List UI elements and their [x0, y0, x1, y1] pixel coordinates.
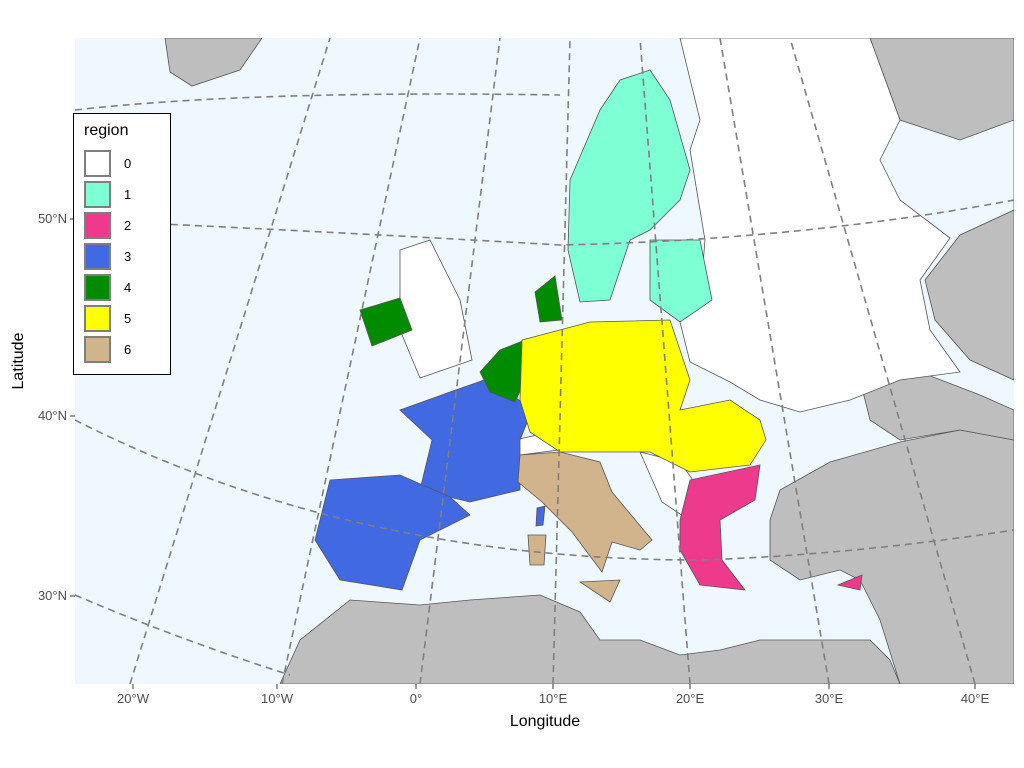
central-europe [519, 319, 767, 473]
legend-swatch [84, 274, 111, 301]
legend-label: 3 [124, 249, 132, 264]
x-tick-label: 10°E [539, 691, 568, 706]
legend-swatch [84, 181, 111, 208]
scandinavia [567, 69, 691, 303]
legend-item: 5 [84, 305, 164, 336]
y-tick-label: 50°N [38, 211, 67, 226]
legend-title: region [84, 122, 129, 139]
legend-label: 4 [124, 280, 132, 295]
graticule-line [75, 419, 1014, 561]
legend-label: 1 [124, 187, 132, 202]
ireland [359, 297, 413, 347]
italy [517, 451, 653, 573]
legend-label: 6 [124, 342, 132, 357]
x-tick-label: 20°E [676, 691, 705, 706]
legend-swatch [84, 212, 111, 239]
y-axis-title: Latitude [10, 332, 27, 389]
legend-swatch [84, 243, 111, 270]
x-tick-label: 40°E [961, 691, 990, 706]
legend-item: 2 [84, 212, 164, 243]
legend-item: 6 [84, 336, 164, 367]
legend-label: 0 [124, 156, 132, 171]
turkey-middle-east [769, 429, 1014, 684]
legend-swatch [84, 305, 111, 332]
x-tick-label: 30°E [815, 691, 844, 706]
legend-swatch [84, 150, 111, 177]
legend-item: 1 [84, 181, 164, 212]
legend-item: 3 [84, 243, 164, 274]
graticule-line [75, 594, 291, 676]
legend: region 0 1 2 3 4 5 6 [73, 113, 171, 375]
cyprus [836, 574, 863, 591]
legend-label: 2 [124, 218, 132, 233]
y-tick-label: 30°N [38, 588, 67, 603]
legend-label: 5 [124, 311, 132, 326]
graticule-line [719, 38, 830, 684]
bulgaria-greece [679, 464, 761, 591]
legend-item: 0 [84, 150, 164, 181]
caucasus [859, 371, 1014, 441]
graticule-line [419, 38, 501, 684]
legend-swatch [84, 336, 111, 363]
iberia [314, 474, 471, 591]
sardinia [527, 534, 547, 566]
africa [279, 594, 901, 684]
graticule-line [789, 38, 976, 684]
graticule-line [129, 38, 331, 684]
x-tick-label: 0° [410, 691, 422, 706]
x-tick-label: 20°W [117, 691, 150, 706]
graticule-line [281, 38, 421, 684]
graticule-line [75, 199, 1014, 246]
greenland-iceland [164, 38, 263, 87]
x-tick-label: 10°W [261, 691, 294, 706]
x-axis-title: Longitude [510, 713, 580, 730]
sicily [578, 579, 621, 603]
east-russia [869, 38, 1014, 381]
graticule-line [75, 93, 561, 111]
y-tick-label: 40°N [38, 408, 67, 423]
corsica [535, 505, 546, 527]
legend-item: 4 [84, 274, 164, 305]
